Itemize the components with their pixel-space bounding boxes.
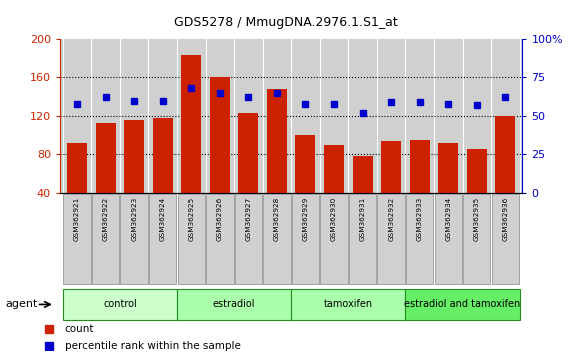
Bar: [67, 143, 87, 193]
FancyBboxPatch shape: [263, 194, 291, 284]
FancyBboxPatch shape: [349, 194, 376, 284]
Text: GSM362933: GSM362933: [417, 196, 423, 241]
Text: estradiol: estradiol: [213, 299, 255, 309]
Text: GSM362934: GSM362934: [445, 196, 451, 241]
FancyBboxPatch shape: [405, 289, 520, 320]
Text: GDS5278 / MmugDNA.2976.1.S1_at: GDS5278 / MmugDNA.2976.1.S1_at: [174, 16, 397, 29]
Text: GSM362922: GSM362922: [103, 196, 108, 241]
Text: GSM362929: GSM362929: [303, 196, 308, 241]
FancyBboxPatch shape: [406, 194, 433, 284]
FancyBboxPatch shape: [235, 194, 262, 284]
Text: GSM362935: GSM362935: [474, 196, 480, 241]
Text: GSM362925: GSM362925: [188, 196, 194, 241]
FancyBboxPatch shape: [92, 194, 119, 284]
Text: tamoxifen: tamoxifen: [324, 299, 373, 309]
Bar: [296, 135, 315, 193]
Bar: [324, 145, 344, 193]
Text: GSM362931: GSM362931: [360, 196, 365, 241]
Text: GSM362921: GSM362921: [74, 196, 80, 241]
Bar: [496, 116, 516, 193]
Text: GSM362932: GSM362932: [388, 196, 394, 241]
Text: GSM362927: GSM362927: [246, 196, 251, 241]
FancyBboxPatch shape: [492, 194, 519, 284]
Text: count: count: [65, 324, 94, 334]
Bar: [439, 143, 458, 193]
Bar: [381, 141, 401, 193]
Text: agent: agent: [6, 299, 38, 309]
Bar: [353, 156, 373, 193]
Text: GSM362926: GSM362926: [217, 196, 223, 241]
Bar: [239, 113, 259, 193]
Text: control: control: [103, 299, 137, 309]
FancyBboxPatch shape: [63, 289, 177, 320]
Text: GSM362930: GSM362930: [331, 196, 337, 241]
Text: percentile rank within the sample: percentile rank within the sample: [65, 341, 240, 351]
Text: GSM362924: GSM362924: [160, 196, 166, 241]
Text: GSM362923: GSM362923: [131, 196, 137, 241]
FancyBboxPatch shape: [463, 194, 490, 284]
Bar: [267, 89, 287, 193]
Bar: [96, 123, 116, 193]
Text: estradiol and tamoxifen: estradiol and tamoxifen: [404, 299, 521, 309]
FancyBboxPatch shape: [291, 289, 405, 320]
FancyBboxPatch shape: [206, 194, 234, 284]
FancyBboxPatch shape: [178, 194, 205, 284]
FancyBboxPatch shape: [320, 194, 348, 284]
Bar: [210, 78, 230, 193]
FancyBboxPatch shape: [177, 289, 291, 320]
Bar: [182, 55, 202, 193]
FancyBboxPatch shape: [292, 194, 319, 284]
FancyBboxPatch shape: [149, 194, 176, 284]
Bar: [153, 118, 172, 193]
Bar: [124, 120, 144, 193]
FancyBboxPatch shape: [63, 194, 91, 284]
FancyBboxPatch shape: [120, 194, 148, 284]
Bar: [467, 149, 487, 193]
FancyBboxPatch shape: [377, 194, 405, 284]
Text: GSM362928: GSM362928: [274, 196, 280, 241]
Text: GSM362936: GSM362936: [502, 196, 508, 241]
Bar: [410, 140, 430, 193]
FancyBboxPatch shape: [435, 194, 462, 284]
